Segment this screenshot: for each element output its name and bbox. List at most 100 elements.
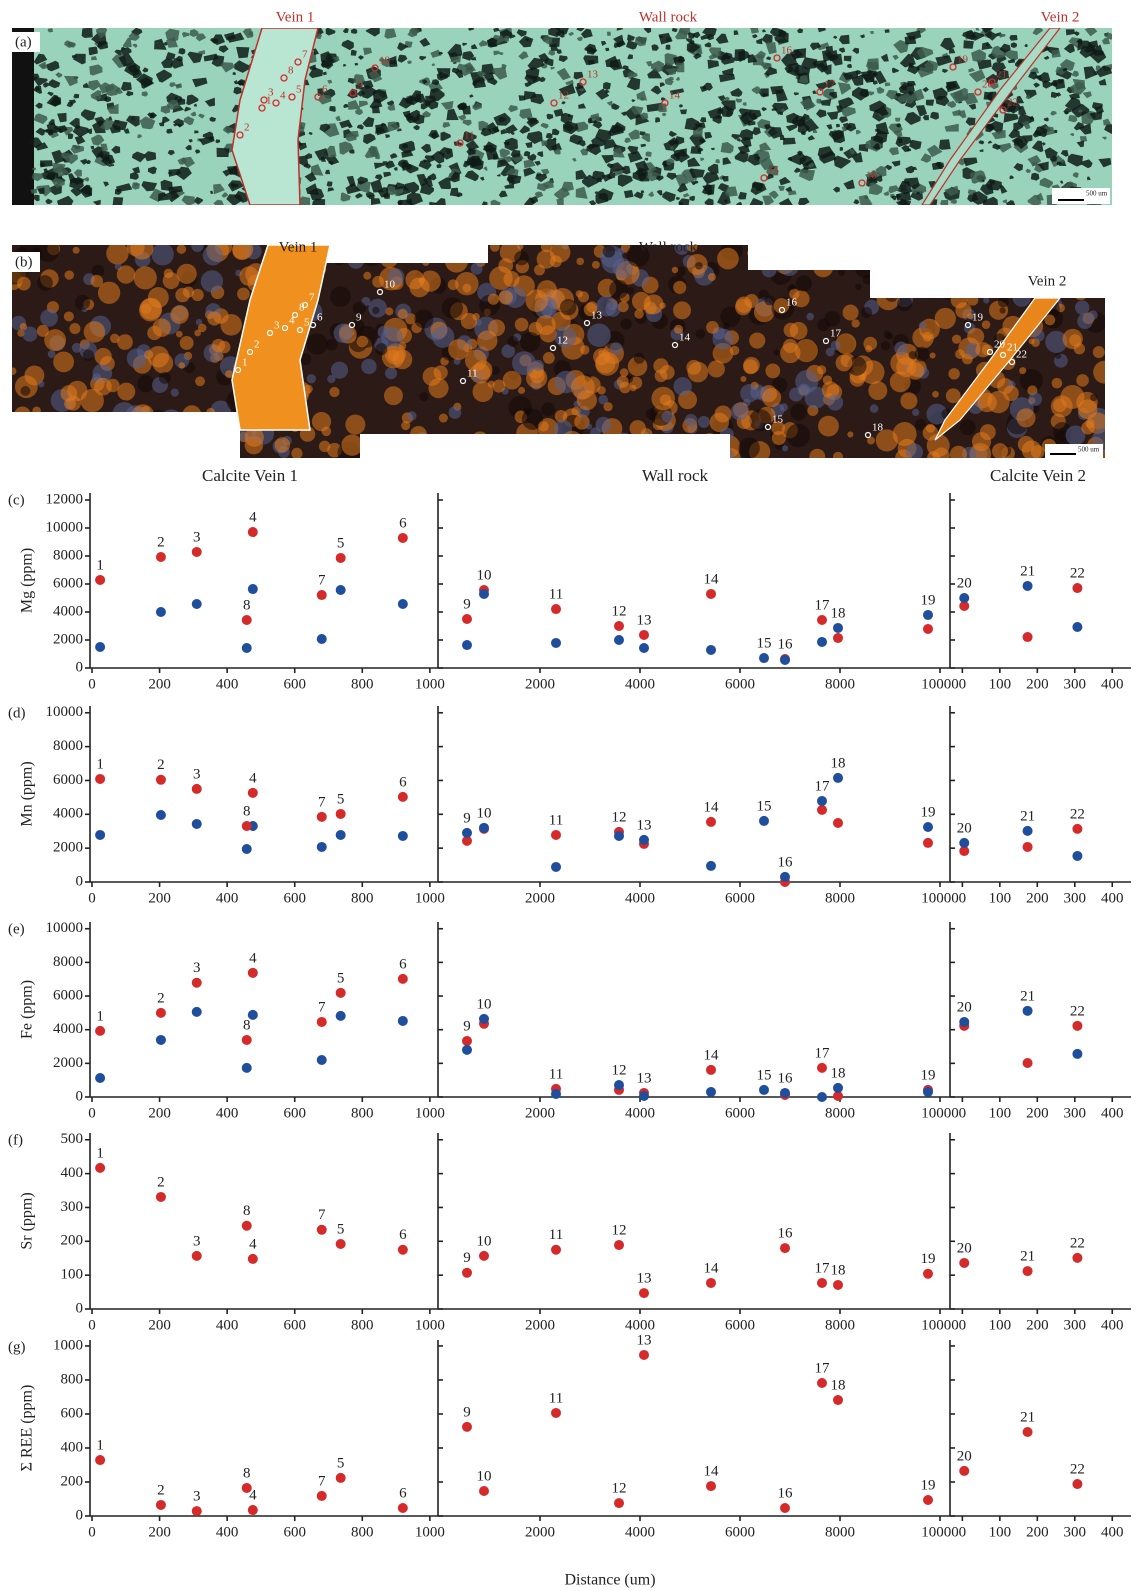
texture: [536, 249, 556, 269]
texture: [592, 120, 597, 124]
texture: [575, 186, 588, 199]
data-point: [614, 621, 624, 631]
texture: [916, 46, 934, 60]
sample-spot: [999, 351, 1007, 359]
texture: [1059, 180, 1064, 184]
texture: [462, 283, 472, 293]
texture: [734, 49, 746, 62]
x-tick-label: 2000: [525, 1317, 555, 1333]
texture: [868, 91, 875, 96]
x-tick-label: 10000: [921, 1317, 959, 1333]
point-label: 20: [957, 999, 972, 1015]
point-label: 6: [399, 956, 407, 972]
y-tick-label: 8000: [53, 738, 83, 754]
data-point: [95, 829, 106, 840]
sample-spot: [246, 348, 254, 356]
data-point: [817, 804, 827, 815]
sample-spot: [550, 99, 558, 107]
texture: [375, 343, 388, 356]
texture: [244, 427, 264, 447]
texture: [308, 132, 313, 135]
texture: [1067, 153, 1083, 167]
texture: [673, 280, 687, 294]
texture: [1093, 360, 1105, 384]
point-label: 19: [921, 804, 936, 820]
texture: [177, 123, 182, 127]
point-label: 15: [757, 1067, 772, 1083]
texture: [884, 164, 892, 171]
sample-label: 10: [384, 279, 396, 291]
texture: [375, 127, 386, 134]
texture: [141, 91, 148, 97]
point-label: 11: [549, 586, 563, 602]
texture: [576, 257, 584, 266]
texture: [883, 191, 890, 196]
data-point: [335, 1010, 346, 1021]
texture: [884, 29, 890, 33]
texture: [46, 94, 62, 107]
texture: [981, 28, 994, 34]
texture: [230, 183, 239, 189]
texture: [1032, 329, 1045, 342]
texture: [749, 197, 764, 205]
texture: [789, 288, 800, 300]
data-point: [833, 1082, 843, 1093]
texture: [345, 183, 361, 195]
texture: [1018, 105, 1027, 115]
texture: [1044, 314, 1056, 326]
texture: [542, 351, 555, 364]
texture: [1065, 29, 1076, 36]
texture: [35, 86, 41, 91]
annotation: Vein 2: [1041, 9, 1080, 25]
point-label: 9: [463, 1404, 471, 1420]
sample-spot: [288, 93, 296, 101]
texture: [306, 333, 328, 355]
texture: [869, 78, 875, 82]
texture: [1060, 58, 1075, 71]
texture: [758, 156, 775, 171]
texture: [749, 332, 766, 349]
texture: [187, 51, 203, 64]
texture: [858, 194, 873, 205]
texture: [603, 402, 613, 412]
texture: [880, 341, 891, 351]
point-label: 3: [193, 1489, 201, 1505]
texture: [448, 406, 462, 419]
texture: [363, 47, 372, 56]
data-point: [462, 827, 472, 838]
texture: [193, 103, 198, 107]
texture: [981, 320, 991, 329]
texture: [239, 266, 259, 286]
x-tick-label: 4000: [625, 1524, 655, 1540]
texture: [969, 170, 987, 184]
texture: [200, 270, 224, 293]
x-tick-label: 300: [1064, 1105, 1087, 1121]
data-point: [817, 1378, 827, 1389]
texture: [809, 448, 826, 458]
texture: [965, 117, 976, 126]
data-point: [1022, 1005, 1033, 1016]
texture: [906, 362, 925, 380]
texture: [234, 60, 250, 73]
texture: [764, 295, 775, 306]
texture: [858, 88, 869, 98]
data-point: [639, 642, 649, 653]
texture: [971, 49, 986, 63]
texture: [1070, 132, 1075, 137]
point-label: 5: [337, 1221, 345, 1237]
x-tick-label: 2000: [525, 1524, 555, 1540]
texture: [702, 172, 720, 185]
texture: [697, 148, 704, 153]
sample-label: 1: [266, 95, 272, 107]
texture: [674, 136, 685, 145]
sample-spot: [281, 324, 289, 332]
x-tick-label: 0: [959, 1105, 967, 1121]
data-point: [95, 1072, 106, 1083]
texture: [37, 275, 53, 291]
texture: [559, 298, 577, 316]
texture: [779, 176, 791, 186]
texture: [578, 103, 586, 109]
texture: [838, 97, 854, 110]
texture: [332, 55, 340, 62]
texture: [430, 131, 439, 138]
